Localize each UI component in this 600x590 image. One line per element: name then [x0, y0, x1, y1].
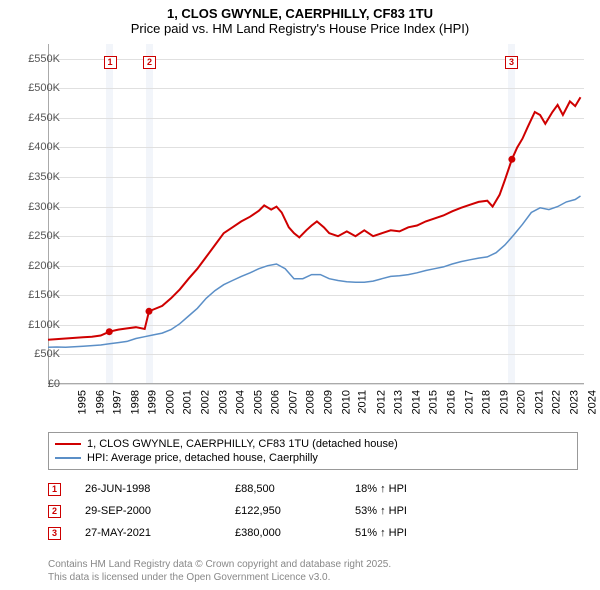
x-tick-label: 2019: [498, 390, 510, 414]
chart-marker: 3: [505, 56, 518, 69]
x-tick-label: 2009: [323, 390, 335, 414]
x-tick-label: 1998: [129, 390, 141, 414]
x-tick-label: 2004: [235, 390, 247, 414]
series-line-price_paid: [48, 97, 581, 340]
y-tick-label: £0: [16, 378, 60, 390]
y-tick-label: £300K: [16, 201, 60, 213]
x-tick-label: 2012: [375, 390, 387, 414]
sale-change: 51% ↑ HPI: [355, 527, 407, 539]
series-svg: [48, 44, 584, 384]
legend-label: HPI: Average price, detached house, Caer…: [87, 452, 318, 464]
x-tick-label: 2007: [287, 390, 299, 414]
x-tick-label: 1999: [147, 390, 159, 414]
sale-change: 53% ↑ HPI: [355, 505, 407, 517]
x-tick-label: 2014: [410, 390, 422, 414]
chart-container: 1, CLOS GWYNLE, CAERPHILLY, CF83 1TU Pri…: [0, 0, 600, 590]
legend-item-hpi: HPI: Average price, detached house, Caer…: [55, 451, 571, 465]
y-tick-label: £150K: [16, 289, 60, 301]
x-tick-label: 2013: [393, 390, 405, 414]
x-tick-label: 2018: [481, 390, 493, 414]
y-tick-label: £550K: [16, 53, 60, 65]
x-tick-label: 2015: [428, 390, 440, 414]
x-tick-label: 1997: [112, 390, 124, 414]
sale-date: 27-MAY-2021: [85, 527, 235, 539]
sale-row: 2 29-SEP-2000 £122,950 53% ↑ HPI: [48, 500, 578, 522]
sale-change: 18% ↑ HPI: [355, 483, 407, 495]
title-line2: Price paid vs. HM Land Registry's House …: [0, 21, 600, 36]
titles: 1, CLOS GWYNLE, CAERPHILLY, CF83 1TU Pri…: [0, 0, 600, 36]
x-tick-label: 2010: [340, 390, 352, 414]
x-tick-label: 2002: [200, 390, 212, 414]
x-tick-label: 2021: [533, 390, 545, 414]
footer-line1: Contains HM Land Registry data © Crown c…: [48, 558, 391, 571]
x-tick-label: 2017: [463, 390, 475, 414]
series-line-hpi: [48, 196, 581, 347]
y-tick-label: £400K: [16, 141, 60, 153]
x-tick-label: 2016: [446, 390, 458, 414]
sale-price: £122,950: [235, 505, 355, 517]
y-tick-label: £450K: [16, 112, 60, 124]
x-tick-label: 1996: [94, 390, 106, 414]
footer: Contains HM Land Registry data © Crown c…: [48, 558, 391, 584]
sale-marker-2: 2: [48, 505, 61, 518]
chart-marker: 1: [104, 56, 117, 69]
sale-marker-1: 1: [48, 483, 61, 496]
sale-row: 1 26-JUN-1998 £88,500 18% ↑ HPI: [48, 478, 578, 500]
y-tick-label: £100K: [16, 319, 60, 331]
sale-price: £88,500: [235, 483, 355, 495]
x-tick-label: 2008: [305, 390, 317, 414]
sale-date: 26-JUN-1998: [85, 483, 235, 495]
x-tick-label: 2020: [516, 390, 528, 414]
x-tick-label: 2011: [357, 390, 369, 414]
legend-swatch: [55, 457, 81, 459]
sale-point: [508, 156, 515, 163]
x-tick-label: 2006: [270, 390, 282, 414]
x-tick-label: 2023: [569, 390, 581, 414]
sale-price: £380,000: [235, 527, 355, 539]
x-tick-label: 1995: [76, 390, 88, 414]
legend: 1, CLOS GWYNLE, CAERPHILLY, CF83 1TU (de…: [48, 432, 578, 470]
y-tick-label: £50K: [16, 348, 60, 360]
chart-marker: 2: [143, 56, 156, 69]
footer-line2: This data is licensed under the Open Gov…: [48, 571, 391, 584]
sale-row: 3 27-MAY-2021 £380,000 51% ↑ HPI: [48, 522, 578, 544]
x-tick-label: 2000: [164, 390, 176, 414]
x-tick-label: 2024: [586, 390, 598, 414]
gridline: [48, 384, 584, 385]
sale-marker-3: 3: [48, 527, 61, 540]
y-tick-label: £250K: [16, 230, 60, 242]
chart-area: 1 2 3: [48, 44, 584, 384]
x-tick-label: 2005: [252, 390, 264, 414]
x-tick-label: 2022: [551, 390, 563, 414]
y-tick-label: £200K: [16, 260, 60, 272]
sale-date: 29-SEP-2000: [85, 505, 235, 517]
legend-swatch: [55, 443, 81, 445]
sales-table: 1 26-JUN-1998 £88,500 18% ↑ HPI 2 29-SEP…: [48, 478, 578, 544]
legend-label: 1, CLOS GWYNLE, CAERPHILLY, CF83 1TU (de…: [87, 438, 398, 450]
y-tick-label: £500K: [16, 82, 60, 94]
x-tick-label: 2001: [182, 390, 194, 414]
sale-point: [146, 308, 153, 315]
sale-point: [106, 328, 113, 335]
title-line1: 1, CLOS GWYNLE, CAERPHILLY, CF83 1TU: [0, 6, 600, 21]
x-tick-label: 2003: [217, 390, 229, 414]
legend-item-price-paid: 1, CLOS GWYNLE, CAERPHILLY, CF83 1TU (de…: [55, 437, 571, 451]
y-tick-label: £350K: [16, 171, 60, 183]
